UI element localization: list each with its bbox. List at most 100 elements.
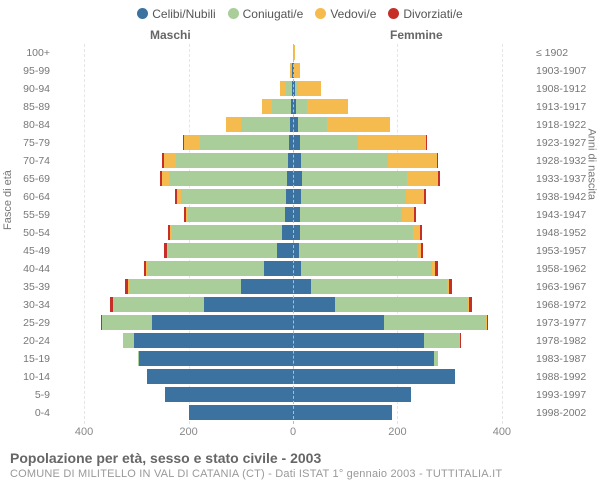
bar-female-single xyxy=(293,369,455,384)
bar-female-divorced xyxy=(420,225,422,240)
bar-male-single xyxy=(204,297,293,312)
bar-female-single xyxy=(293,261,301,276)
age-label: 100+ xyxy=(0,44,50,62)
bar-male-widowed xyxy=(167,243,168,258)
bar-male-married xyxy=(188,207,285,222)
bar-male-widowed xyxy=(162,171,169,186)
bar-male-married xyxy=(169,171,287,186)
bar-male-married xyxy=(138,351,139,366)
x-tick: 200 xyxy=(179,426,197,438)
bar-male-married xyxy=(286,81,292,96)
bar-female-divorced xyxy=(487,315,489,330)
age-label: 20-24 xyxy=(0,332,50,350)
x-tick: 400 xyxy=(493,426,511,438)
bar-female-widowed xyxy=(298,81,322,96)
legend-label: Celibi/Nubili xyxy=(152,7,215,21)
age-label: 75-79 xyxy=(0,134,50,152)
legend-item: Coniugati/e xyxy=(228,6,304,21)
bar-male-married xyxy=(102,315,152,330)
bar-female-single xyxy=(293,279,311,294)
birth-label: 1928-1932 xyxy=(536,152,598,170)
x-tick: 200 xyxy=(388,426,406,438)
bar-female-married xyxy=(384,315,486,330)
bar-male-widowed xyxy=(184,135,200,150)
bar-female-widowed xyxy=(406,189,424,204)
bar-male-widowed xyxy=(186,207,188,222)
bar-female-divorced xyxy=(438,171,440,186)
bar-male-widowed xyxy=(146,261,147,276)
bar-male-divorced xyxy=(162,153,164,168)
footer: Popolazione per età, sesso e stato civil… xyxy=(10,450,590,480)
bar-male-single xyxy=(282,225,293,240)
bar-female-married xyxy=(299,243,417,258)
age-label: 90-94 xyxy=(0,80,50,98)
legend-item: Vedovi/e xyxy=(315,6,376,21)
birth-label: 1908-1912 xyxy=(536,80,598,98)
age-label: 40-44 xyxy=(0,260,50,278)
bar-female-divorced xyxy=(449,279,452,294)
bar-female-married xyxy=(424,333,461,348)
bar-male-single xyxy=(165,387,293,402)
bar-male-divorced xyxy=(144,261,147,276)
birth-label: 1953-1957 xyxy=(536,242,598,260)
bar-female-married xyxy=(301,153,387,168)
birth-label: 1933-1937 xyxy=(536,170,598,188)
age-label: 85-89 xyxy=(0,98,50,116)
x-ticks: 4002000200400 xyxy=(58,426,528,442)
bar-male-widowed xyxy=(262,99,271,114)
bar-male-single xyxy=(264,261,293,276)
bar-male-divorced xyxy=(110,297,113,312)
age-label: 15-19 xyxy=(0,350,50,368)
age-label: 95-99 xyxy=(0,62,50,80)
birth-label: 1993-1997 xyxy=(536,386,598,404)
birth-label: 1958-1962 xyxy=(536,260,598,278)
bar-female-married xyxy=(300,225,412,240)
bar-female-single xyxy=(293,387,411,402)
bar-male-divorced xyxy=(175,189,177,204)
bar-female-divorced xyxy=(424,189,426,204)
legend-swatch xyxy=(315,8,326,19)
birth-label: 1968-1972 xyxy=(536,296,598,314)
birth-label: ≤ 1902 xyxy=(536,44,598,62)
chart-title: Popolazione per età, sesso e stato civil… xyxy=(10,450,590,466)
bar-male-widowed xyxy=(177,189,181,204)
bar-male-single xyxy=(134,333,293,348)
bar-female-divorced xyxy=(435,261,438,276)
bar-male-married xyxy=(129,279,241,294)
bar-female-single xyxy=(293,153,301,168)
bar-male-widowed xyxy=(290,63,292,78)
bar-male-married xyxy=(241,117,291,132)
bar-male-single xyxy=(286,189,293,204)
bar-male-divorced xyxy=(168,225,171,240)
bar-male-widowed xyxy=(280,81,285,96)
bar-female-single xyxy=(293,207,300,222)
bar-male-married xyxy=(176,153,288,168)
bar-male-married xyxy=(123,333,133,348)
bar-female-married xyxy=(335,297,468,312)
birth-label: 1903-1907 xyxy=(536,62,598,80)
bar-female-widowed xyxy=(388,153,438,168)
bar-female-widowed xyxy=(407,171,438,186)
age-label: 60-64 xyxy=(0,188,50,206)
bar-male-married xyxy=(168,243,278,258)
birth-label: 1913-1917 xyxy=(536,98,598,116)
center-axis xyxy=(293,44,294,424)
bar-female-single xyxy=(293,171,302,186)
bar-female-divorced xyxy=(460,333,461,348)
bar-female-divorced xyxy=(414,207,416,222)
bar-female-widowed xyxy=(294,63,300,78)
birth-label: 1988-1992 xyxy=(536,368,598,386)
bar-female-widowed xyxy=(413,225,420,240)
bar-male-widowed xyxy=(164,153,175,168)
bar-male-single xyxy=(147,369,293,384)
bar-female-married xyxy=(302,171,406,186)
bar-female-married xyxy=(301,189,405,204)
bar-female-married xyxy=(301,261,432,276)
bar-male-married xyxy=(200,135,289,150)
header-female: Femmine xyxy=(390,28,443,42)
bar-male-divorced xyxy=(125,279,128,294)
birth-label: 1938-1942 xyxy=(536,188,598,206)
y-labels-age: 100+95-9990-9485-8980-8475-7970-7465-696… xyxy=(0,44,54,424)
age-label: 55-59 xyxy=(0,206,50,224)
bar-male-widowed xyxy=(128,279,129,294)
